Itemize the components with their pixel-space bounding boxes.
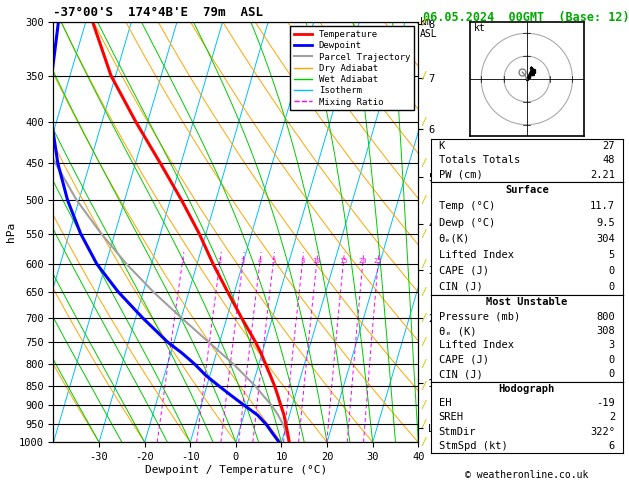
Text: Totals Totals: Totals Totals [438, 156, 520, 165]
Legend: Temperature, Dewpoint, Parcel Trajectory, Dry Adiabat, Wet Adiabat, Isotherm, Mi: Temperature, Dewpoint, Parcel Trajectory… [290, 26, 414, 110]
Text: Pressure (mb): Pressure (mb) [438, 312, 520, 322]
Text: CIN (J): CIN (J) [438, 369, 482, 379]
Text: Temp (°C): Temp (°C) [438, 201, 495, 211]
Text: 27: 27 [603, 141, 615, 151]
Text: 0: 0 [609, 266, 615, 276]
Text: /: / [420, 312, 426, 323]
Text: © weatheronline.co.uk: © weatheronline.co.uk [465, 470, 589, 480]
Text: K: K [438, 141, 445, 151]
Text: 3: 3 [609, 341, 615, 350]
Text: Hodograph: Hodograph [499, 383, 555, 394]
Text: θₑ(K): θₑ(K) [438, 234, 470, 243]
Text: /: / [420, 195, 426, 205]
Text: /: / [420, 228, 426, 239]
Text: 0: 0 [609, 369, 615, 379]
Text: 48: 48 [603, 156, 615, 165]
Text: 0: 0 [609, 355, 615, 365]
Text: 15: 15 [339, 258, 347, 264]
Text: /: / [420, 259, 426, 269]
Text: θₑ (K): θₑ (K) [438, 326, 476, 336]
Text: /: / [420, 359, 426, 369]
Text: 2.21: 2.21 [590, 170, 615, 180]
Text: 3: 3 [241, 258, 245, 264]
Text: /: / [420, 419, 426, 429]
Text: CAPE (J): CAPE (J) [438, 355, 489, 365]
Text: /: / [420, 70, 426, 81]
X-axis label: Dewpoint / Temperature (°C): Dewpoint / Temperature (°C) [145, 465, 327, 475]
Text: CAPE (J): CAPE (J) [438, 266, 489, 276]
Text: 308: 308 [596, 326, 615, 336]
Text: /: / [420, 400, 426, 411]
Text: 8: 8 [300, 258, 304, 264]
Text: 304: 304 [596, 234, 615, 243]
Text: 11.7: 11.7 [590, 201, 615, 211]
Text: PW (cm): PW (cm) [438, 170, 482, 180]
Text: /: / [420, 437, 426, 447]
Text: 10: 10 [313, 258, 321, 264]
Text: km
ASL: km ASL [420, 17, 438, 38]
Text: CIN (J): CIN (J) [438, 282, 482, 292]
Text: 6: 6 [609, 441, 615, 451]
Text: EH: EH [438, 398, 451, 408]
Text: /: / [420, 287, 426, 297]
Text: 06.05.2024  00GMT  (Base: 12): 06.05.2024 00GMT (Base: 12) [423, 11, 629, 24]
Text: 2: 2 [609, 412, 615, 422]
Text: -19: -19 [596, 398, 615, 408]
Text: 2: 2 [218, 258, 222, 264]
Text: StmSpd (kt): StmSpd (kt) [438, 441, 508, 451]
Text: 1: 1 [180, 258, 184, 264]
Text: 800: 800 [596, 312, 615, 322]
Text: 322°: 322° [590, 427, 615, 436]
Text: 20: 20 [359, 258, 367, 264]
Text: Most Unstable: Most Unstable [486, 297, 567, 307]
Text: 9.5: 9.5 [596, 218, 615, 227]
Text: 5: 5 [271, 258, 276, 264]
Text: kt: kt [474, 23, 486, 33]
Text: /: / [420, 17, 426, 27]
Text: 25: 25 [374, 258, 382, 264]
Text: /: / [420, 381, 426, 391]
Text: /: / [420, 337, 426, 347]
Text: StmDir: StmDir [438, 427, 476, 436]
Text: /: / [420, 158, 426, 169]
Text: Dewp (°C): Dewp (°C) [438, 218, 495, 227]
Text: Lifted Index: Lifted Index [438, 250, 513, 260]
Y-axis label: hPa: hPa [6, 222, 16, 242]
Text: 4: 4 [257, 258, 262, 264]
Text: 0: 0 [609, 282, 615, 292]
Text: Surface: Surface [505, 185, 548, 195]
Y-axis label: Mixing Ratio (g/kg): Mixing Ratio (g/kg) [454, 176, 464, 288]
Text: SREH: SREH [438, 412, 464, 422]
Text: Lifted Index: Lifted Index [438, 341, 513, 350]
Text: /: / [420, 117, 426, 127]
Text: -37°00'S  174°4B'E  79m  ASL: -37°00'S 174°4B'E 79m ASL [53, 6, 264, 19]
Text: 5: 5 [609, 250, 615, 260]
